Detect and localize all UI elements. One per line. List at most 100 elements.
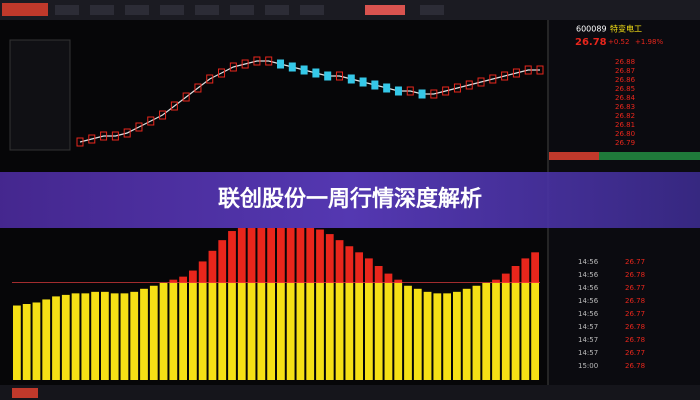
price-candle xyxy=(229,62,237,72)
price-candle xyxy=(111,131,119,141)
price-candle xyxy=(194,83,202,93)
tab[interactable] xyxy=(420,5,444,15)
tick-time: 14:56 xyxy=(578,310,599,318)
indicator-bar-high xyxy=(384,273,393,283)
info-box xyxy=(9,39,71,151)
indicator-bar-high xyxy=(179,276,187,283)
indicator-bar xyxy=(277,282,285,380)
indicator-bar xyxy=(91,291,99,380)
price-candle xyxy=(394,86,402,96)
tab[interactable] xyxy=(265,5,289,15)
price-candle xyxy=(265,56,273,66)
price-candle xyxy=(277,59,285,69)
indicator-bar-high xyxy=(335,240,344,283)
price-candle xyxy=(147,116,155,126)
indicator-bar xyxy=(52,296,60,380)
indicator-bar xyxy=(325,282,334,380)
indicator-bar-high xyxy=(374,266,383,283)
ladder-price: 26.83 xyxy=(615,103,635,111)
indicator-bar xyxy=(296,282,305,380)
indicator-bar xyxy=(462,288,471,380)
price-candle xyxy=(88,134,96,144)
indicator-bar xyxy=(286,282,295,380)
tick-time: 14:57 xyxy=(578,336,598,344)
price-candle xyxy=(347,74,355,84)
indicator-bar-high xyxy=(345,246,354,283)
bottom-tab-active[interactable] xyxy=(12,388,38,398)
price-candle xyxy=(430,89,438,99)
indicator-bar xyxy=(140,288,148,380)
tab[interactable] xyxy=(195,5,219,15)
price-candle xyxy=(182,92,190,102)
tick-price: 26.78 xyxy=(625,323,645,331)
price-candle xyxy=(206,74,214,84)
indicator-bar xyxy=(335,282,344,380)
stock-code: 600089 xyxy=(576,25,607,34)
tick-price: 26.77 xyxy=(625,258,645,266)
price-candle xyxy=(524,65,532,75)
indicator-bar-high xyxy=(198,261,207,283)
ladder-price: 26.86 xyxy=(615,76,636,84)
indicator-bar-high xyxy=(492,279,500,283)
indicator-bar-high xyxy=(511,266,520,283)
ladder-price: 26.85 xyxy=(615,85,635,93)
indicator-bar-high xyxy=(208,250,217,283)
indicator-bar xyxy=(443,293,451,380)
price-candle xyxy=(253,56,261,66)
indicator-bar xyxy=(501,282,510,380)
price-candle xyxy=(536,65,544,75)
indicator-bar xyxy=(110,293,119,380)
indicator-bar xyxy=(61,294,70,380)
price-candle xyxy=(501,71,509,81)
price-percent: +1.98% xyxy=(635,38,663,46)
indicator-bar xyxy=(257,282,266,380)
ladder-price: 26.79 xyxy=(615,139,635,147)
indicator-bar xyxy=(22,304,31,380)
indicator-bar-high xyxy=(394,279,403,283)
indicator-bar xyxy=(198,282,207,380)
indicator-bar-high xyxy=(169,279,178,283)
indicator-bar xyxy=(345,282,354,380)
tick-price: 26.78 xyxy=(625,362,645,370)
tab-active[interactable] xyxy=(365,5,405,15)
indicator-bar-high xyxy=(501,273,510,283)
tab[interactable] xyxy=(230,5,254,15)
tab[interactable] xyxy=(160,5,184,15)
indicator-bar-high xyxy=(277,228,285,283)
indicator-bar xyxy=(433,293,442,380)
app-logo[interactable] xyxy=(2,3,48,16)
tick-price: 26.78 xyxy=(625,297,645,305)
indicator-bar-high xyxy=(325,234,334,283)
indicator-bar xyxy=(189,282,197,380)
price-candle xyxy=(241,59,249,69)
ladder-price: 26.81 xyxy=(615,121,635,129)
price-candle xyxy=(489,74,497,84)
tick-price: 26.77 xyxy=(625,349,645,357)
indicator-bar-high xyxy=(521,258,530,283)
price-candle xyxy=(465,80,473,90)
buy-sell-bar-red xyxy=(549,152,599,160)
indicator-bar-high xyxy=(306,228,315,283)
tab[interactable] xyxy=(300,5,324,15)
tab[interactable] xyxy=(125,5,149,15)
indicator-bar xyxy=(247,282,256,380)
indicator-bar xyxy=(237,282,246,380)
indicator-bar-high xyxy=(296,228,305,283)
price-candle xyxy=(218,68,226,78)
indicator-bar-high xyxy=(189,270,197,283)
indicator-bar-high xyxy=(247,228,256,283)
tab[interactable] xyxy=(90,5,114,15)
indicator-bar xyxy=(306,282,315,380)
price-candle xyxy=(335,71,343,81)
indicator-bar xyxy=(482,282,491,380)
tab[interactable] xyxy=(55,5,79,15)
ladder-price: 26.80 xyxy=(615,130,635,138)
indicator-bar xyxy=(267,282,275,380)
indicator-bar-high xyxy=(316,229,324,283)
price-candle xyxy=(123,128,131,138)
price-candle xyxy=(159,110,167,120)
indicator-bar xyxy=(120,293,129,380)
tick-time: 14:56 xyxy=(578,284,599,292)
indicator-bar xyxy=(511,282,520,380)
